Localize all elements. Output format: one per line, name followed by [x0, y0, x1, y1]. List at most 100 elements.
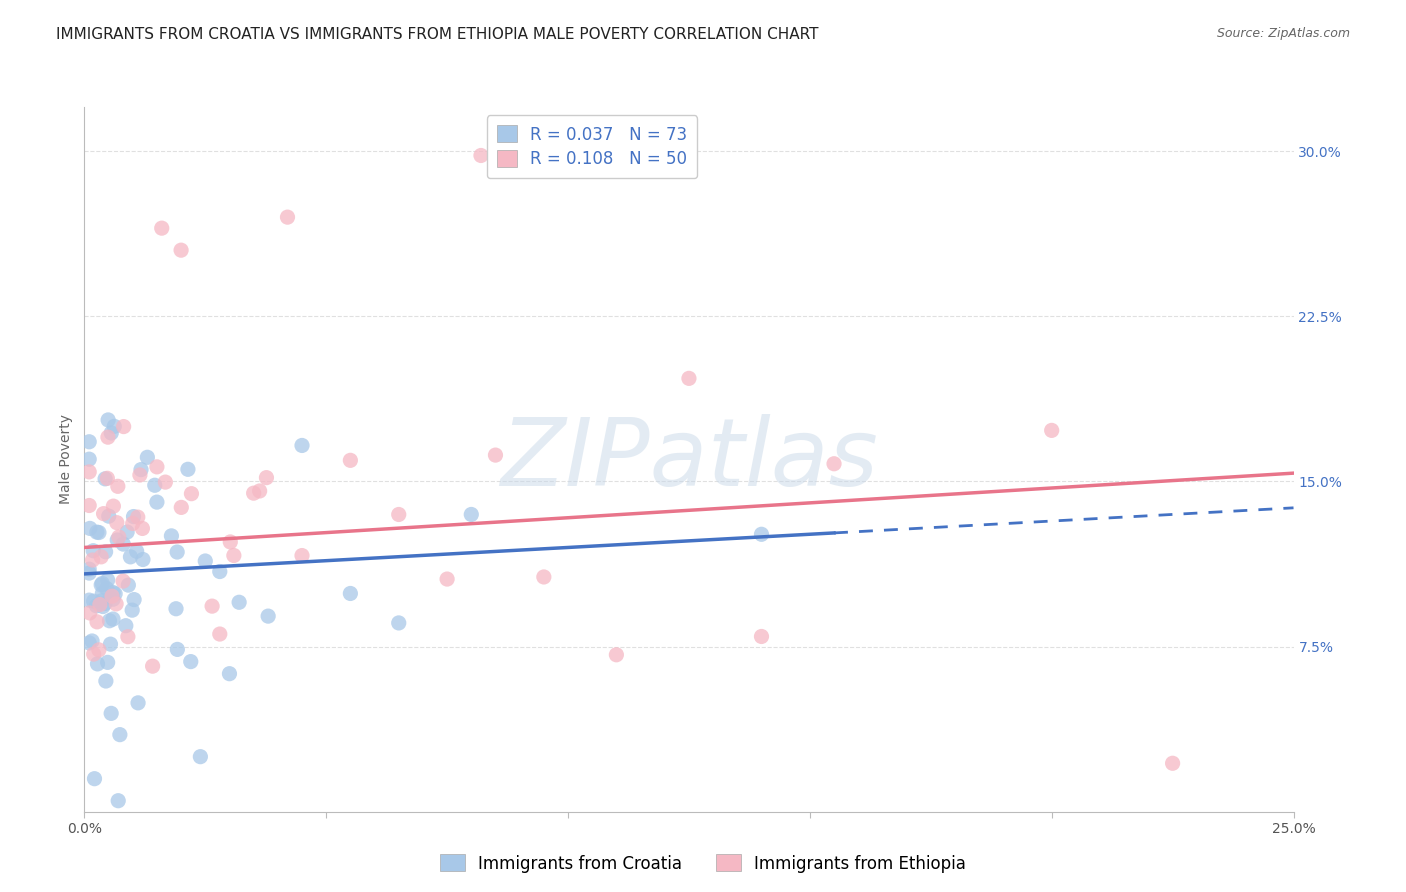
Point — [97, 656, 120, 670]
Point — [122, 509, 145, 524]
Point — [94, 597, 117, 611]
Point — [115, 524, 138, 539]
Text: Source: ZipAtlas.com: Source: ZipAtlas.com — [1216, 27, 1350, 40]
Point — [83, 647, 105, 661]
Point — [257, 609, 280, 624]
Point — [177, 462, 200, 476]
Point — [80, 634, 103, 648]
Legend: Immigrants from Croatia, Immigrants from Ethiopia: Immigrants from Croatia, Immigrants from… — [433, 847, 973, 880]
Point — [112, 574, 135, 588]
Point — [101, 589, 124, 603]
Point — [97, 413, 120, 427]
Point — [436, 572, 458, 586]
Point — [77, 593, 100, 607]
Point — [460, 508, 482, 522]
Point — [291, 438, 314, 452]
Point — [150, 221, 173, 235]
Point — [120, 549, 142, 564]
Point — [256, 470, 278, 484]
Point — [155, 475, 177, 489]
Point — [101, 612, 124, 626]
Point — [107, 794, 129, 808]
Point — [108, 530, 131, 544]
Point — [91, 593, 114, 607]
Point — [100, 637, 122, 651]
Point — [190, 749, 212, 764]
Point — [97, 573, 120, 587]
Point — [82, 553, 104, 567]
Point — [132, 552, 155, 566]
Point — [77, 434, 100, 449]
Point — [100, 706, 122, 721]
Point — [77, 636, 100, 650]
Point — [388, 508, 411, 522]
Point — [77, 562, 100, 576]
Point — [97, 430, 120, 444]
Point — [165, 601, 187, 615]
Point — [160, 529, 183, 543]
Point — [96, 582, 118, 596]
Point — [129, 462, 152, 476]
Point — [208, 627, 231, 641]
Point — [125, 544, 148, 558]
Point — [79, 606, 101, 620]
Point — [105, 516, 128, 530]
Point — [100, 425, 122, 440]
Point — [86, 525, 108, 540]
Point — [105, 533, 128, 547]
Point — [94, 545, 117, 559]
Point — [146, 459, 169, 474]
Point — [166, 642, 188, 657]
Point — [678, 371, 700, 385]
Point — [291, 549, 314, 563]
Point — [131, 521, 153, 535]
Point — [222, 549, 245, 563]
Point — [117, 578, 139, 592]
Point — [77, 452, 100, 467]
Point — [166, 545, 188, 559]
Point — [97, 509, 120, 524]
Point — [339, 453, 361, 467]
Point — [121, 603, 143, 617]
Text: ZIPatlas: ZIPatlas — [501, 414, 877, 505]
Point — [201, 599, 224, 614]
Point — [103, 499, 125, 513]
Point — [86, 615, 108, 629]
Point — [108, 728, 131, 742]
Point — [101, 592, 124, 607]
Point — [751, 630, 773, 644]
Point — [77, 499, 100, 513]
Point — [91, 586, 114, 600]
Point — [104, 587, 127, 601]
Point — [107, 479, 129, 493]
Point — [101, 585, 124, 599]
Point — [276, 210, 298, 224]
Point — [1161, 756, 1184, 771]
Point — [751, 527, 773, 541]
Point — [96, 471, 118, 485]
Point — [170, 243, 193, 257]
Point — [136, 450, 159, 465]
Point — [218, 666, 240, 681]
Point — [83, 772, 105, 786]
Point — [228, 595, 250, 609]
Point — [91, 576, 114, 591]
Point — [129, 467, 152, 482]
Point — [89, 598, 111, 612]
Point — [470, 148, 492, 162]
Point — [219, 535, 242, 549]
Point — [112, 419, 135, 434]
Point — [127, 696, 149, 710]
Point — [94, 472, 117, 486]
Point — [103, 419, 125, 434]
Point — [90, 549, 112, 564]
Legend: R = 0.037   N = 73, R = 0.108   N = 50: R = 0.037 N = 73, R = 0.108 N = 50 — [486, 115, 697, 178]
Point — [112, 537, 135, 551]
Point — [122, 592, 145, 607]
Point — [127, 510, 149, 524]
Point — [121, 516, 143, 531]
Point — [90, 578, 112, 592]
Point — [94, 673, 117, 688]
Point — [180, 486, 202, 500]
Point — [605, 648, 627, 662]
